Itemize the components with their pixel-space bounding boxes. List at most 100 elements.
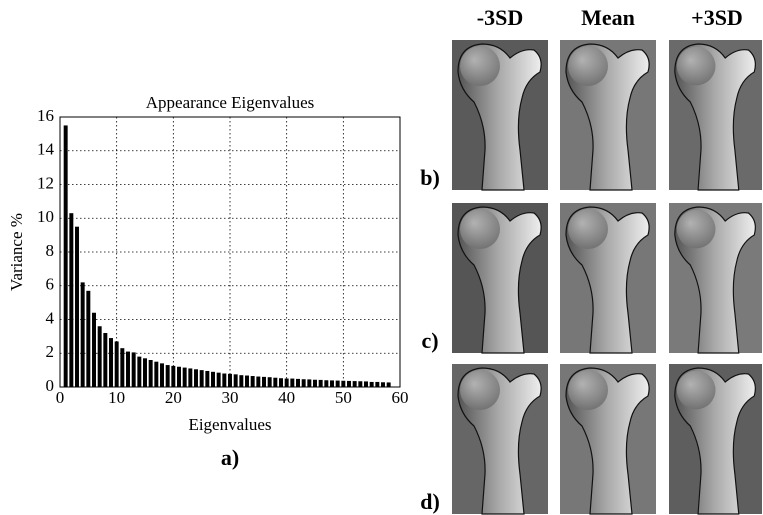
femur-image bbox=[452, 364, 548, 515]
bar bbox=[233, 374, 238, 387]
femur bbox=[457, 206, 542, 354]
bar bbox=[222, 373, 227, 387]
y-tick-label: 6 bbox=[46, 275, 55, 294]
row-label: d) bbox=[420, 489, 440, 514]
x-tick-label: 40 bbox=[278, 388, 295, 407]
femur-image bbox=[560, 364, 656, 515]
bar bbox=[126, 351, 130, 387]
bar bbox=[267, 377, 272, 387]
x-tick-label: 60 bbox=[392, 388, 409, 407]
femur bbox=[565, 367, 650, 515]
bar bbox=[131, 352, 136, 387]
column-header: Mean bbox=[581, 5, 635, 30]
x-tick-label: 30 bbox=[222, 388, 239, 407]
x-tick-label: 20 bbox=[165, 388, 182, 407]
bar bbox=[358, 381, 363, 387]
y-tick-label: 10 bbox=[37, 207, 54, 226]
bar bbox=[211, 371, 215, 387]
bar bbox=[290, 378, 295, 387]
bar bbox=[324, 380, 329, 387]
bar bbox=[205, 370, 210, 387]
bar bbox=[313, 379, 317, 387]
y-axis-label: Variance % bbox=[7, 213, 26, 291]
femur-image bbox=[669, 203, 762, 354]
femur-image bbox=[560, 203, 656, 354]
bar bbox=[188, 368, 193, 387]
femur bbox=[565, 43, 650, 191]
bar bbox=[301, 379, 306, 387]
femur bbox=[457, 43, 542, 191]
femur-image bbox=[560, 40, 656, 191]
bar bbox=[109, 338, 113, 387]
bar bbox=[199, 370, 204, 387]
bar bbox=[279, 378, 283, 387]
femur bbox=[674, 367, 756, 515]
bar bbox=[86, 290, 91, 387]
y-tick-label: 8 bbox=[46, 241, 55, 260]
bar bbox=[347, 380, 351, 387]
femur-head bbox=[568, 46, 608, 86]
bar bbox=[239, 375, 244, 387]
bar bbox=[154, 361, 159, 387]
femur bbox=[674, 43, 756, 191]
column-header: +3SD bbox=[691, 5, 743, 30]
bar bbox=[330, 380, 334, 387]
bar bbox=[69, 213, 74, 387]
bar bbox=[273, 377, 278, 387]
femur bbox=[457, 367, 542, 515]
bar bbox=[386, 382, 391, 387]
bar bbox=[352, 381, 357, 387]
femur-head bbox=[676, 209, 716, 249]
femur-head bbox=[676, 370, 716, 410]
x-tick-label: 0 bbox=[56, 388, 65, 407]
bar bbox=[194, 369, 198, 387]
bar bbox=[182, 367, 187, 387]
row-label: b) bbox=[420, 165, 440, 190]
bar bbox=[335, 380, 340, 387]
bar bbox=[75, 226, 79, 387]
y-tick-label: 4 bbox=[46, 308, 55, 327]
femur-image bbox=[669, 40, 762, 191]
femur-head bbox=[460, 46, 500, 86]
bar bbox=[296, 378, 300, 387]
bar bbox=[160, 363, 164, 387]
femur-head bbox=[568, 370, 608, 410]
bar bbox=[375, 381, 380, 387]
bar bbox=[307, 379, 312, 387]
bar bbox=[228, 373, 232, 387]
bar bbox=[341, 380, 346, 387]
bar bbox=[97, 326, 102, 387]
femur bbox=[565, 206, 650, 354]
bar bbox=[165, 365, 170, 387]
bar bbox=[364, 381, 368, 387]
bar bbox=[120, 348, 125, 387]
femur-image bbox=[669, 364, 762, 515]
y-tick-label: 0 bbox=[46, 376, 55, 395]
femur-head bbox=[676, 46, 716, 86]
bar bbox=[103, 333, 108, 387]
bar bbox=[256, 376, 261, 387]
column-header: -3SD bbox=[477, 5, 523, 30]
femur-head bbox=[568, 209, 608, 249]
x-axis-label: Eigenvalues bbox=[188, 415, 271, 434]
bar bbox=[318, 379, 323, 387]
bar bbox=[63, 125, 68, 387]
bar bbox=[262, 376, 266, 387]
bar bbox=[148, 360, 153, 387]
bar bbox=[80, 282, 85, 387]
bar bbox=[369, 381, 374, 387]
y-tick-label: 2 bbox=[46, 342, 55, 361]
panel-label: a) bbox=[221, 445, 239, 470]
bar bbox=[137, 356, 142, 387]
femur-image bbox=[452, 203, 548, 354]
bar bbox=[284, 378, 289, 387]
bar bbox=[250, 376, 255, 387]
bar bbox=[216, 372, 221, 387]
chart-title: Appearance Eigenvalues bbox=[146, 93, 315, 112]
bar bbox=[143, 358, 147, 387]
femur bbox=[674, 206, 756, 354]
y-tick-label: 16 bbox=[37, 106, 54, 125]
bar bbox=[245, 375, 249, 387]
bar bbox=[114, 341, 119, 387]
